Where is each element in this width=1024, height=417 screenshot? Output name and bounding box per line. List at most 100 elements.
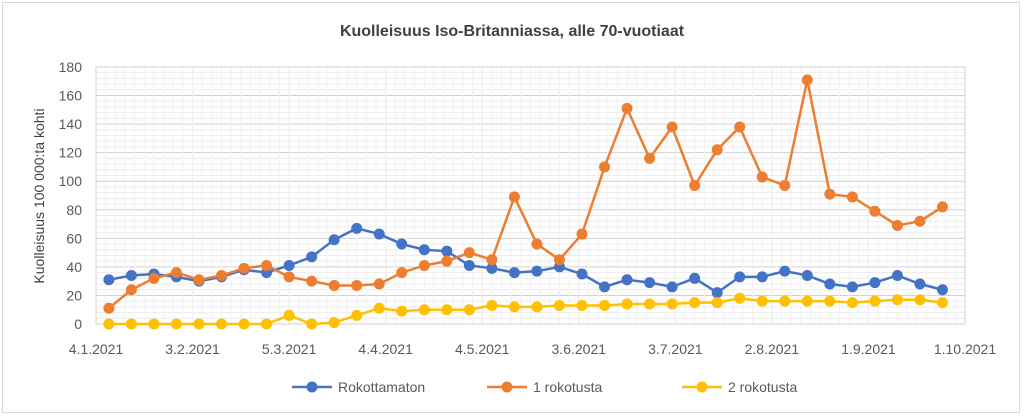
data-point	[689, 180, 701, 192]
data-point	[576, 228, 588, 240]
data-point	[193, 274, 205, 286]
data-point	[396, 267, 408, 279]
data-point	[170, 318, 182, 330]
y-tick-label: 60	[66, 230, 82, 246]
data-point	[689, 272, 701, 284]
data-point	[599, 161, 611, 173]
data-point	[599, 299, 611, 311]
data-point	[756, 271, 768, 283]
data-point	[306, 275, 318, 287]
data-point	[576, 268, 588, 280]
data-point	[328, 317, 340, 329]
data-point	[666, 121, 678, 133]
data-point	[373, 278, 385, 290]
data-point	[328, 279, 340, 291]
y-tick-label: 160	[59, 88, 83, 104]
series-line	[108, 297, 943, 326]
data-point	[125, 269, 137, 281]
data-point	[599, 281, 611, 293]
data-point	[779, 180, 791, 192]
data-point	[441, 304, 453, 316]
data-point	[261, 318, 273, 330]
data-point	[644, 152, 656, 164]
data-point	[779, 295, 791, 307]
data-point	[148, 272, 160, 284]
data-point	[125, 284, 137, 296]
data-point	[441, 255, 453, 267]
legend-label: 2 rokotusta	[728, 379, 797, 395]
data-point	[891, 269, 903, 281]
x-tick-label: 1.9.2021	[841, 341, 896, 357]
data-point	[689, 297, 701, 309]
data-point	[463, 259, 475, 271]
data-point	[734, 271, 746, 283]
data-point	[216, 318, 228, 330]
y-tick-label: 140	[59, 116, 83, 132]
x-tick-label: 3.2.2021	[165, 341, 220, 357]
data-point	[644, 277, 656, 289]
data-point	[486, 262, 498, 274]
data-point	[418, 259, 430, 271]
data-point	[508, 301, 520, 313]
y-tick-label: 180	[59, 59, 83, 75]
data-point	[103, 302, 115, 314]
data-point	[914, 215, 926, 227]
data-point	[644, 298, 656, 310]
data-point	[508, 267, 520, 279]
data-point	[936, 297, 948, 309]
legend-label: 1 rokotusta	[533, 379, 602, 395]
data-point	[238, 318, 250, 330]
data-point	[306, 251, 318, 263]
data-point	[801, 295, 813, 307]
data-point	[216, 269, 228, 281]
y-tick-label: 40	[66, 259, 82, 275]
data-point	[846, 281, 858, 293]
y-tick-label: 20	[66, 287, 82, 303]
data-point	[869, 205, 881, 217]
data-point	[801, 74, 813, 86]
data-point	[621, 102, 633, 114]
data-point	[914, 278, 926, 290]
data-point	[103, 318, 115, 330]
data-point	[373, 302, 385, 314]
x-tick-label: 2.8.2021	[745, 341, 800, 357]
data-point	[396, 238, 408, 250]
x-tick-label: 1.10.2021	[934, 341, 996, 357]
data-point	[711, 287, 723, 299]
data-point	[666, 298, 678, 310]
data-point	[508, 191, 520, 203]
x-tick-label: 4.5.2021	[455, 341, 510, 357]
legend-label: Rokottamaton	[338, 379, 425, 395]
data-point	[936, 201, 948, 213]
data-point	[711, 297, 723, 309]
data-point	[170, 267, 182, 279]
data-point	[621, 298, 633, 310]
data-point	[373, 228, 385, 240]
y-axis-label: Kuolleisuus 100 000:ta kohti	[31, 108, 47, 283]
data-point	[351, 279, 363, 291]
data-point	[283, 309, 295, 321]
data-point	[531, 301, 543, 313]
data-point	[306, 318, 318, 330]
data-point	[463, 247, 475, 259]
data-point	[914, 294, 926, 306]
y-tick-label: 120	[59, 145, 83, 161]
data-point	[891, 219, 903, 231]
y-tick-label: 80	[66, 202, 82, 218]
legend-marker	[306, 381, 318, 393]
x-tick-label: 5.3.2021	[262, 341, 317, 357]
data-point	[261, 259, 273, 271]
x-tick-label: 4.1.2021	[69, 341, 124, 357]
data-point	[756, 171, 768, 183]
data-point	[531, 265, 543, 277]
data-point	[734, 292, 746, 304]
data-point	[576, 299, 588, 311]
data-point	[283, 259, 295, 271]
data-point	[621, 274, 633, 286]
data-point	[779, 265, 791, 277]
legend-marker	[696, 381, 708, 393]
data-point	[711, 144, 723, 156]
data-point	[553, 254, 565, 266]
data-point	[553, 299, 565, 311]
